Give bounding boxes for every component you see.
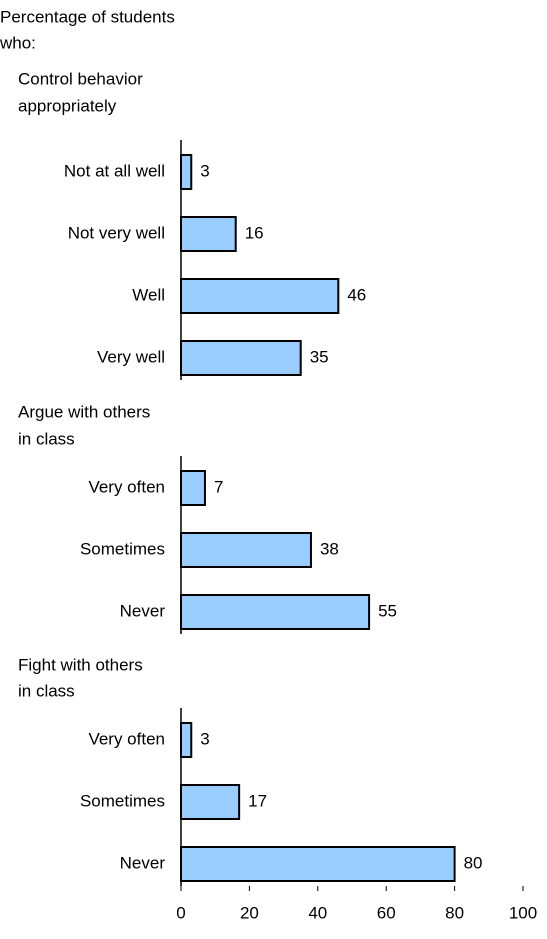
panel-title: Fight with others [18,655,143,674]
value-label: 3 [200,161,209,180]
bar [180,340,302,376]
chart-title: Percentage of students [0,7,175,26]
category-label: Never [120,853,166,872]
bar [180,532,312,568]
panel-title: in class [18,429,75,448]
panel-title: appropriately [18,96,117,115]
bar [180,846,456,882]
panel-title: in class [18,681,75,700]
bar [180,278,340,314]
x-tick-label: 20 [240,903,259,922]
category-label: Very often [88,477,165,496]
category-label: Very well [97,347,165,366]
category-label: Not at all well [64,161,165,180]
x-tick-label: 40 [308,903,327,922]
value-label: 46 [347,285,366,304]
value-label: 3 [200,729,209,748]
value-label: 16 [245,223,264,242]
panel-title: Control behavior [18,69,143,88]
category-label: Sometimes [80,539,165,558]
x-tick-label: 0 [176,903,185,922]
category-label: Not very well [68,223,165,242]
x-tick-label: 80 [445,903,464,922]
category-label: Well [132,285,165,304]
bar [180,784,241,820]
value-label: 35 [310,347,329,366]
value-label: 7 [214,477,223,496]
bar [180,216,237,252]
value-label: 38 [320,539,339,558]
category-label: Sometimes [80,791,165,810]
bar [180,722,193,758]
value-label: 80 [464,853,483,872]
panel-title: Argue with others [18,402,150,421]
category-label: Very often [88,729,165,748]
category-label: Never [120,601,166,620]
bar [180,470,206,506]
bar [180,154,193,190]
value-label: 17 [248,791,267,810]
x-tick-label: 60 [377,903,396,922]
x-tick-label: 100 [509,903,537,922]
bar [180,594,371,630]
value-label: 55 [378,601,397,620]
chart-title: who: [0,33,36,52]
